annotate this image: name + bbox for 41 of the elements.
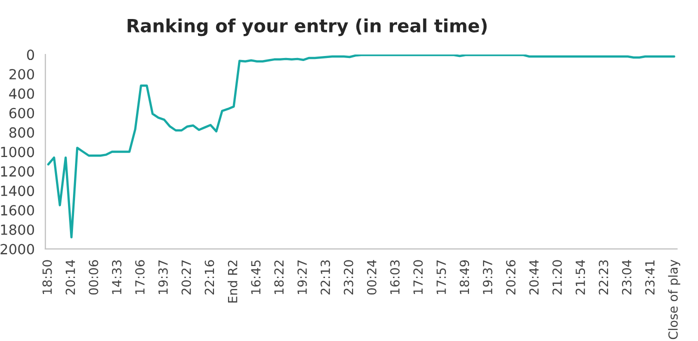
x-tick-label: 21:54 [576,260,586,294]
x-tick-label: 18:50 [42,260,52,294]
y-tick-label: 0 [27,50,34,60]
x-tick-label: End R2 [228,260,238,302]
x-tick-label: 00:06 [88,260,98,295]
x-tick-label: 20:26 [506,260,516,294]
y-tick-label: 2000 [0,244,34,254]
x-tick-label: 17:06 [135,260,145,294]
y-tick-label: 1200 [1,166,34,177]
x-tick-label: 17:57 [436,260,446,294]
x-tick-label: 20:14 [66,260,76,294]
x-tick-label: 20:44 [529,260,539,294]
x-tick-label: 22:16 [204,260,214,294]
x-tick-label: 19:27 [297,260,307,294]
y-tick-label: 400 [9,88,34,99]
x-tick-label: 18:22 [274,260,284,294]
x-tick-label: 16:03 [390,260,400,294]
y-tick-label: 1000 [1,146,34,158]
x-tick-label: 00:24 [366,260,376,295]
x-tick-label: 20:27 [182,260,191,294]
chart-title: Ranking of your entry (in real time) [128,18,487,36]
x-tick-label: 23:41 [645,260,655,294]
x-tick-label: 22:23 [598,260,608,294]
x-tick-label: 14:33 [112,260,122,294]
x-tick-label: 19:37 [158,260,168,294]
y-tick-label: 600 [9,108,34,118]
x-tick-label: 22:13 [320,260,330,294]
y-tick-label: 800 [9,127,34,138]
y-tick-label: 1600 [1,205,34,216]
x-tick-label: 19:37 [482,260,492,294]
y-tick-label: 1800 [1,224,34,235]
x-tick-label: Close of play [668,260,680,340]
y-tick-label: 1400 [1,186,34,196]
line-series [47,54,676,238]
y-tick-label: 200 [9,68,34,80]
x-tick-label: 18:49 [460,260,470,294]
x-tick-label: 17:20 [413,260,423,294]
x-tick-label: 21:20 [552,260,562,294]
x-tick-label: 16:45 [251,260,261,294]
x-tick-label: 23:20 [344,260,354,294]
x-tick-label: 23:04 [622,260,632,294]
